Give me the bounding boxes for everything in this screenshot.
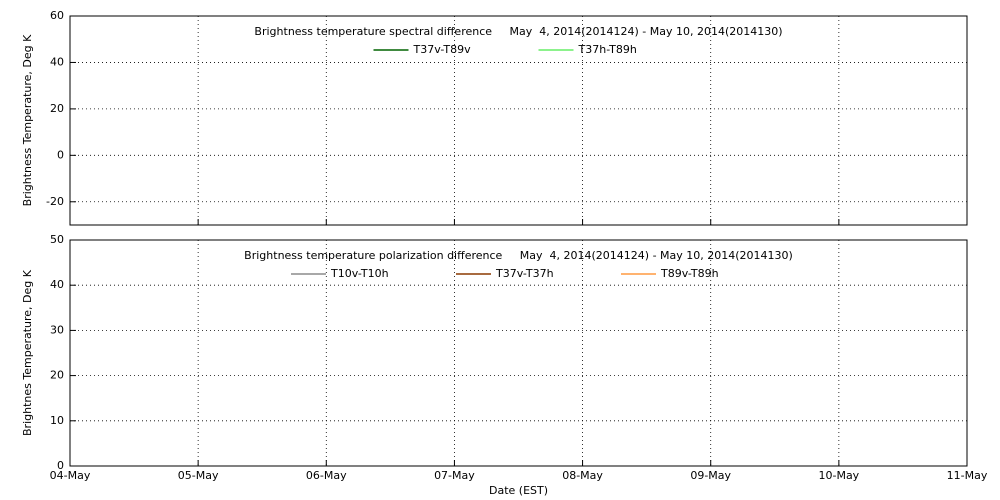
x-tick-label: 05-May <box>178 469 219 482</box>
x-tick-label: 10-May <box>818 469 859 482</box>
y-tick-label: -20 <box>46 195 64 208</box>
x-tick-label: 08-May <box>562 469 603 482</box>
y-tick-label: 60 <box>50 9 64 22</box>
y-axis-label: Brightnes Temperature, Deg K <box>21 269 34 436</box>
chart-title: Brightness temperature spectral differen… <box>254 25 782 38</box>
y-axis-label: Brightness Temperature, Deg K <box>21 34 34 206</box>
y-tick-label: 40 <box>50 278 64 291</box>
legend-label: T37v-T89v <box>413 43 472 56</box>
x-axis-label: Date (EST) <box>489 484 548 497</box>
y-tick-label: 0 <box>57 459 64 472</box>
x-tick-label: 04-May <box>50 469 91 482</box>
x-tick-label: 09-May <box>690 469 731 482</box>
x-tick-label: 11-May <box>947 469 988 482</box>
y-tick-label: 30 <box>50 323 64 336</box>
legend-label: T10v-T10h <box>330 267 389 280</box>
legend-label: T89v-T89h <box>660 267 719 280</box>
y-tick-label: 40 <box>50 55 64 68</box>
y-tick-label: 20 <box>50 102 64 115</box>
plot-frame <box>69 15 968 226</box>
y-tick-label: 10 <box>50 414 64 427</box>
y-tick-label: 50 <box>50 233 64 246</box>
legend-label: T37v-T37h <box>495 267 554 280</box>
x-tick-label: 07-May <box>434 469 475 482</box>
chart-title: Brightness temperature polarization diff… <box>244 249 793 262</box>
x-tick-label: 06-May <box>306 469 347 482</box>
legend-label: T37h-T89h <box>578 43 637 56</box>
y-tick-label: 20 <box>50 369 64 382</box>
y-tick-label: 0 <box>57 148 64 161</box>
